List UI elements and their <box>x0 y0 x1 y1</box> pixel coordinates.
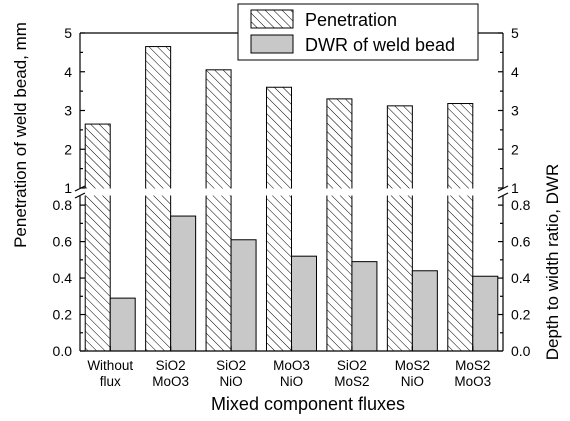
x-category-label-1-1: MoO3 <box>152 374 189 389</box>
tick-label-left-lower-4: 0.8 <box>53 197 73 213</box>
bar-dwr-5 <box>411 270 438 352</box>
x-category-label-4-0: SiO2 <box>337 358 367 373</box>
tick-label-right-lower-1: 0.2 <box>511 307 531 323</box>
bar-penetration-3 <box>266 86 292 352</box>
x-category-labels: WithoutfluxSiO2MoO3SiO2NiOMoO3NiOSiO2MoS… <box>87 346 491 389</box>
tick-label-left-upper-3: 4 <box>64 64 72 80</box>
bars-layer <box>74 46 509 352</box>
x-category-label-6-0: MoS2 <box>455 358 490 373</box>
bar-dwr-6 <box>472 275 499 352</box>
tick-label-left-lower-0: 0.0 <box>53 343 73 359</box>
bar-penetration-6 <box>447 103 474 352</box>
x-axis-title: Mixed component fluxes <box>211 394 405 414</box>
legend-swatch-dwr <box>250 34 294 54</box>
legend-label-dwr: DWR of weld bead <box>305 35 455 55</box>
bar-dwr-2 <box>230 239 257 352</box>
bar-dwr-1 <box>170 215 197 352</box>
axis-ticks: 1 1 2 2 3 3 4 4 5 5 0.0 0.0 0.2 0.2 0.4 0.4 0.6 0.6 0.8 0.8 <box>53 25 531 359</box>
x-category-label-5-1: NiO <box>401 374 424 389</box>
bar-penetration-1 <box>145 46 172 352</box>
bar-penetration-4 <box>326 98 353 352</box>
x-category-label-3-1: NiO <box>280 374 303 389</box>
break-mark-1-b <box>497 192 509 199</box>
tick-label-right-lower-2: 0.4 <box>511 270 531 286</box>
left-axis-title: Penetration of weld bead, mm <box>11 22 30 248</box>
tick-label-left-lower-1: 0.2 <box>53 307 73 323</box>
bar-penetration-5 <box>386 105 413 352</box>
tick-label-right-upper-0: 1 <box>511 180 519 196</box>
bar-penetration-2 <box>205 69 232 352</box>
x-category-label-6-1: MoO3 <box>454 374 491 389</box>
x-category-label-0-0: Without <box>87 358 133 373</box>
tick-label-right-upper-2: 3 <box>511 103 519 119</box>
x-category-label-2-1: NiO <box>219 374 242 389</box>
axis-break-gap <box>74 188 509 196</box>
bar-dwr-0 <box>109 297 136 352</box>
tick-label-right-upper-3: 4 <box>511 64 519 80</box>
legend-swatch-penetration <box>250 9 294 29</box>
tick-label-left-upper-4: 5 <box>64 25 72 41</box>
tick-label-left-lower-2: 0.4 <box>53 270 73 286</box>
x-category-label-0-1: flux <box>100 374 121 389</box>
tick-label-right-lower-3: 0.6 <box>511 234 531 250</box>
break-mark-0-b <box>74 192 86 199</box>
tick-label-right-upper-1: 2 <box>511 141 519 157</box>
bar-penetration-0 <box>84 123 111 352</box>
bar-dwr-3 <box>291 255 317 352</box>
tick-label-right-lower-0: 0.0 <box>511 343 531 359</box>
legend-label-penetration: Penetration <box>305 10 397 30</box>
legend: Penetration DWR of weld bead <box>237 3 479 61</box>
tick-label-right-lower-4: 0.8 <box>511 197 531 213</box>
x-category-label-4-1: MoS2 <box>334 374 369 389</box>
x-category-label-5-0: MoS2 <box>395 358 430 373</box>
tick-label-left-lower-3: 0.6 <box>53 234 73 250</box>
tick-label-left-upper-2: 3 <box>64 103 72 119</box>
right-axis-title: Depth to width ratio, DWR <box>543 164 562 361</box>
tick-label-right-upper-4: 5 <box>511 25 519 41</box>
tick-label-left-upper-0: 1 <box>64 180 72 196</box>
x-category-label-2-0: SiO2 <box>216 358 246 373</box>
bar-dwr-4 <box>351 261 378 352</box>
x-category-label-1-0: SiO2 <box>156 358 186 373</box>
x-category-label-3-0: MoO3 <box>273 358 310 373</box>
tick-label-left-upper-1: 2 <box>64 141 72 157</box>
